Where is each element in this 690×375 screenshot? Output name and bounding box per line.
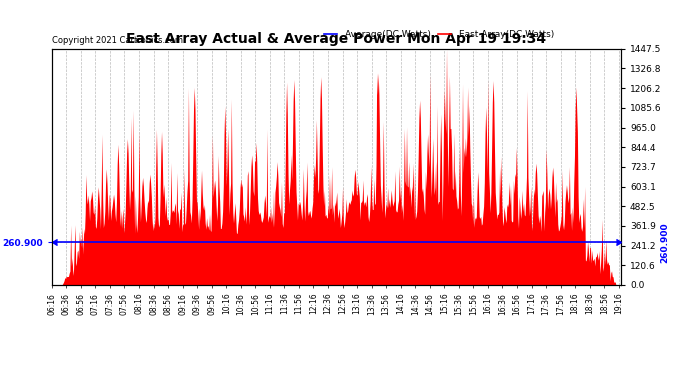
- Text: Copyright 2021 Cartronics.com: Copyright 2021 Cartronics.com: [52, 36, 183, 45]
- Legend: Average(DC Watts), East Array(DC Watts): Average(DC Watts), East Array(DC Watts): [320, 26, 558, 42]
- Text: 260.900: 260.900: [660, 222, 669, 263]
- Title: East Array Actual & Average Power Mon Apr 19 19:34: East Array Actual & Average Power Mon Ap…: [126, 32, 546, 46]
